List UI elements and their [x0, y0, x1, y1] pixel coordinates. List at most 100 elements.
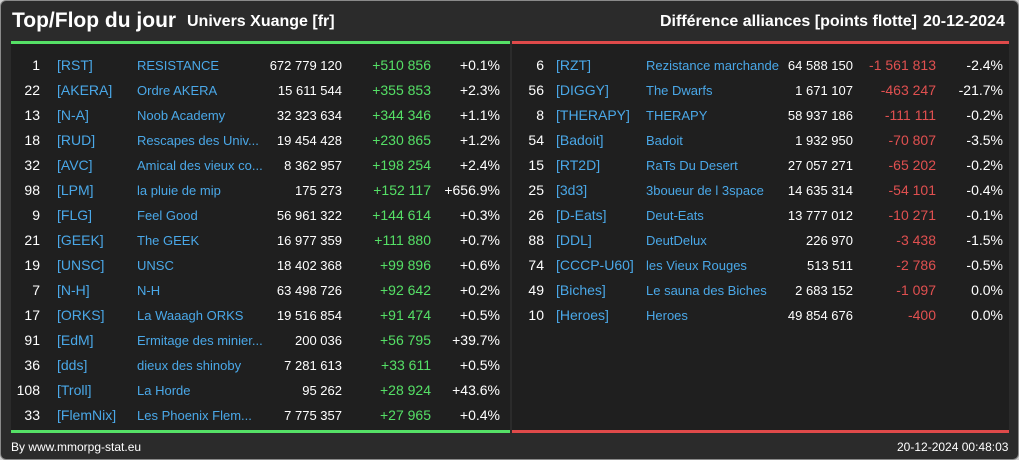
- rank-cell: 19: [24, 257, 40, 273]
- alliance-name-link[interactable]: La Horde: [137, 383, 191, 398]
- alliance-name-link[interactable]: RaTs Du Desert: [646, 158, 738, 173]
- alliance-tag-link[interactable]: [D-Eats]: [556, 207, 607, 223]
- alliance-name-link[interactable]: La Waaagh ORKS: [137, 308, 244, 323]
- percent-cell: 0.0%: [971, 307, 1003, 323]
- alliance-row: 74 [CCCP-U60] les Vieux Rouges 513 511 -2 78…: [512, 253, 1009, 278]
- points-cell: 49 854 676: [787, 308, 853, 323]
- rank-cell: 13: [24, 107, 40, 123]
- delta-cell: -111 111: [884, 107, 936, 123]
- alliance-name-link[interactable]: Ordre AKERA: [137, 83, 218, 98]
- alliance-tag-link[interactable]: [RUD]: [57, 132, 96, 148]
- alliance-tag-link[interactable]: [LPM]: [57, 182, 94, 198]
- alliance-tag-link[interactable]: [UNSC]: [57, 257, 105, 273]
- delta-cell: +198 254: [372, 157, 431, 173]
- alliance-row: 108 [Troll] La Horde 95 262 +28 924 +43.6%: [11, 378, 510, 403]
- alliance-tag-link[interactable]: [RT2D]: [556, 157, 601, 173]
- alliance-tag-link[interactable]: [CCCP-U60]: [556, 257, 634, 273]
- alliance-name-link[interactable]: UNSC: [137, 258, 174, 273]
- rank-cell: 49: [528, 282, 544, 298]
- alliance-name-link[interactable]: Heroes: [646, 308, 688, 323]
- points-cell: 32 323 634: [276, 108, 342, 123]
- delta-cell: +230 865: [372, 132, 431, 148]
- alliance-name-link[interactable]: Noob Academy: [137, 108, 226, 123]
- alliance-tag-link[interactable]: [DDL]: [556, 232, 592, 248]
- points-cell: 7 281 613: [284, 358, 342, 373]
- alliance-tag-link[interactable]: [Heroes]: [556, 307, 609, 323]
- delta-cell: +344 346: [372, 107, 431, 123]
- alliance-tag-link[interactable]: [ORKS]: [57, 307, 105, 323]
- alliance-row: 7 [N-H] N-H 63 498 726 +92 642 +0.2%: [11, 278, 510, 303]
- alliance-tag-link[interactable]: [RZT]: [556, 57, 591, 73]
- rank-cell: 74: [528, 257, 544, 273]
- alliance-tag-link[interactable]: [AVC]: [57, 157, 93, 173]
- alliance-row: 36 [dds] dieux des shinoby 7 281 613 +33 611…: [11, 353, 510, 378]
- alliance-name-link[interactable]: THERAPY: [646, 108, 708, 123]
- alliance-tag-link[interactable]: [EdM]: [57, 332, 94, 348]
- alliance-row: 22 [AKERA] Ordre AKERA 15 611 544 +355 853 +2…: [11, 78, 510, 103]
- alliance-tag-link[interactable]: [DIGGY]: [556, 82, 609, 98]
- alliance-name-link[interactable]: Amical des vieux co...: [137, 158, 263, 173]
- percent-cell: +43.6%: [452, 382, 500, 398]
- alliance-tag-link[interactable]: [dds]: [57, 357, 88, 373]
- alliance-tag-link[interactable]: [N-A]: [57, 107, 89, 123]
- alliance-row: 88 [DDL] DeutDelux 226 970 -3 438 -1.5%: [512, 228, 1009, 253]
- points-cell: 226 970: [806, 233, 853, 248]
- alliance-name-link[interactable]: DeutDelux: [646, 233, 707, 248]
- alliance-row: 18 [RUD] Rescapes des Univ... 19 454 428 +23…: [11, 128, 510, 153]
- alliance-tag-link[interactable]: [FLG]: [57, 207, 93, 223]
- alliance-name-link[interactable]: Ermitage des minier...: [137, 333, 263, 348]
- alliance-tag-link[interactable]: [RST]: [57, 57, 93, 73]
- rank-cell: 6: [536, 57, 544, 73]
- percent-cell: +1.1%: [459, 107, 500, 123]
- alliance-name-link[interactable]: Feel Good: [137, 208, 198, 223]
- alliance-name-link[interactable]: Rescapes des Univ...: [137, 133, 259, 148]
- percent-cell: +2.3%: [459, 82, 500, 98]
- alliance-name-link[interactable]: The GEEK: [137, 233, 200, 248]
- alliance-name-link[interactable]: N-H: [137, 283, 161, 298]
- alliance-name-link[interactable]: 3boueur de l 3space: [646, 183, 764, 198]
- rank-cell: 10: [528, 307, 544, 323]
- alliance-name-link[interactable]: RESISTANCE: [137, 58, 220, 73]
- percent-cell: +0.5%: [459, 357, 500, 373]
- points-cell: 1 932 950: [795, 133, 853, 148]
- alliance-row: 32 [AVC] Amical des vieux co... 8 362 957 +1…: [11, 153, 510, 178]
- rank-cell: 56: [528, 82, 544, 98]
- alliance-tag-link[interactable]: [N-H]: [57, 282, 90, 298]
- alliance-name-link[interactable]: les Vieux Rouges: [646, 258, 747, 273]
- percent-cell: +1.2%: [459, 132, 500, 148]
- alliance-row: 10 [Heroes] Heroes 49 854 676 -400 0.0%: [512, 303, 1009, 328]
- delta-cell: +27 965: [380, 407, 431, 423]
- alliance-row: 49 [Biches] Le sauna des Biches 2 683 152 -1…: [512, 278, 1009, 303]
- alliance-name-link[interactable]: dieux des shinoby: [137, 358, 242, 373]
- points-cell: 513 511: [806, 258, 853, 273]
- alliance-name-link[interactable]: Rezistance marchande: [646, 58, 779, 73]
- alliance-name-link[interactable]: Le sauna des Biches: [646, 283, 767, 298]
- points-cell: 175 273: [295, 183, 342, 198]
- alliance-tag-link[interactable]: [Biches]: [556, 282, 606, 298]
- alliance-tag-link[interactable]: [FlemNix]: [57, 407, 117, 423]
- percent-cell: +0.3%: [459, 207, 500, 223]
- alliance-tag-link[interactable]: [Troll]: [57, 382, 92, 398]
- alliance-name-link[interactable]: Les Phoenix Flem...: [137, 408, 252, 423]
- alliance-row: 9 [FLG] Feel Good 56 961 322 +144 614 +0.3%: [11, 203, 510, 228]
- alliance-tag-link[interactable]: [3d3]: [556, 182, 588, 198]
- alliance-name-link[interactable]: Deut-Eats: [646, 208, 704, 223]
- alliance-row: 98 [LPM] la pluie de mip 175 273 +152 117 +65…: [11, 178, 510, 203]
- alliance-name-link[interactable]: Badoit: [646, 133, 683, 148]
- delta-cell: +92 642: [380, 282, 431, 298]
- delta-cell: +510 856: [372, 57, 431, 73]
- alliance-tag-link[interactable]: [GEEK]: [57, 232, 104, 248]
- percent-cell: +0.1%: [459, 57, 500, 73]
- alliance-name-link[interactable]: The Dwarfs: [646, 83, 713, 98]
- alliance-tag-link[interactable]: [AKERA]: [57, 82, 113, 98]
- percent-cell: +0.7%: [459, 232, 500, 248]
- rank-cell: 7: [32, 282, 40, 298]
- alliance-name-link[interactable]: la pluie de mip: [137, 183, 221, 198]
- alliance-tag-link[interactable]: [Badoit]: [556, 132, 604, 148]
- points-cell: 19 454 428: [276, 133, 342, 148]
- points-cell: 14 635 314: [787, 183, 853, 198]
- alliance-tag-link[interactable]: [THERAPY]: [556, 107, 630, 123]
- points-cell: 15 611 544: [277, 83, 342, 98]
- alliance-row: 91 [EdM] Ermitage des minier... 200 036 +56 …: [11, 328, 510, 353]
